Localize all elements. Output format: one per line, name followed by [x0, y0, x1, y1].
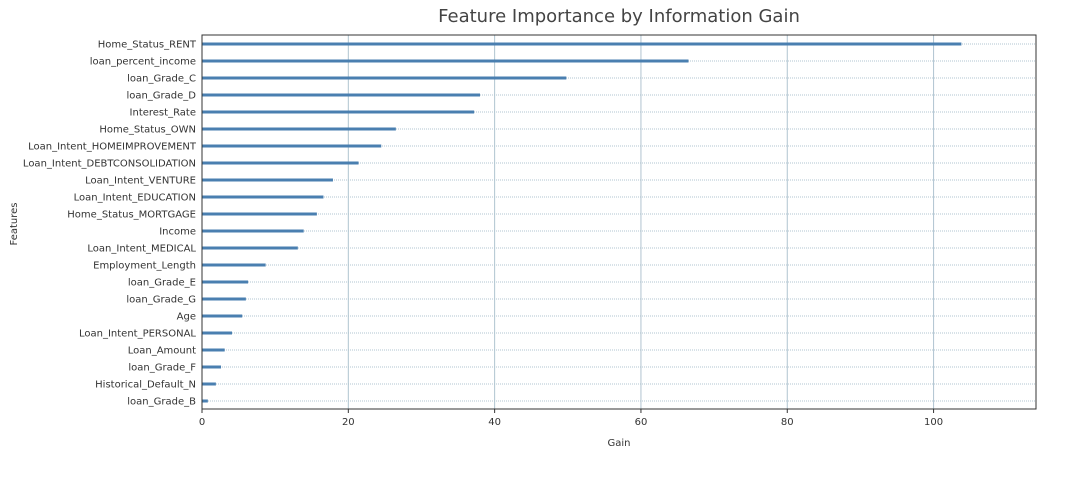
y-tick-label: loan_Grade_F [128, 363, 196, 374]
y-tick-label: Home_Status_MORTGAGE [67, 210, 196, 221]
x-tick-label: 80 [781, 417, 794, 428]
x-tick-label: 60 [635, 417, 648, 428]
bar-loan-grade-b [202, 399, 208, 403]
bar-loan-intent-homeimprovement [202, 144, 382, 148]
y-tick-label: Loan_Amount [128, 346, 196, 357]
y-tick-label: Historical_Default_N [95, 380, 196, 391]
y-tick-label: loan_percent_income [90, 57, 196, 68]
chart-title: Feature Importance by Information Gain [438, 6, 800, 27]
y-tick-labels: Home_Status_RENT loan_percent_income loan_… [23, 40, 197, 408]
y-tick-label: loan_Grade_B [127, 397, 196, 408]
bar-loan-intent-debtconsolidation [202, 161, 359, 165]
y-tick-label: Home_Status_OWN [99, 125, 196, 136]
y-tick-label: loan_Grade_E [128, 278, 196, 289]
grid-lines [201, 35, 1036, 409]
y-tick-label: Loan_Intent_PERSONAL [79, 329, 196, 340]
bar-loan-grade-g [202, 297, 246, 301]
y-axis-label: Features [9, 203, 20, 246]
bar-income [202, 229, 304, 233]
x-tick-label: 40 [488, 417, 501, 428]
bar-loan-intent-venture [202, 178, 333, 182]
y-tick-label: loan_Grade_C [127, 74, 196, 85]
bar-age [202, 314, 243, 318]
bar-loan-grade-d [202, 93, 480, 97]
bar-loan-grade-f [202, 365, 222, 369]
bar-home-status-own [202, 127, 396, 131]
x-tick-label: 100 [924, 417, 943, 428]
bars [202, 42, 962, 403]
y-tick-label: Loan_Intent_VENTURE [85, 176, 196, 187]
bar-loan-intent-education [202, 195, 324, 199]
bar-historical-default-n [202, 382, 216, 386]
bar-loan-intent-medical [202, 246, 298, 250]
bar-loan-grade-c [202, 76, 567, 80]
plot-frame [201, 34, 1037, 410]
bar-employment-length [202, 263, 266, 267]
y-tick-label: Age [177, 312, 196, 323]
bar-interest-rate [202, 110, 475, 114]
bar-loan-grade-e [202, 280, 249, 284]
bar-home-status-mortgage [202, 212, 317, 216]
y-tick-label: Income [159, 227, 196, 238]
bar-loan-intent-personal [202, 331, 232, 335]
bar-loan-amount [202, 348, 225, 352]
y-tick-label: Interest_Rate [130, 108, 196, 119]
x-tick-label: 0 [199, 417, 205, 428]
y-tick-label: loan_Grade_D [126, 91, 196, 102]
y-tick-label: loan_Grade_G [126, 295, 196, 306]
x-tick-label: 20 [342, 417, 355, 428]
y-tick-label: Home_Status_RENT [98, 40, 197, 51]
bar-loan-percent-income [202, 59, 689, 63]
y-tick-label: Loan_Intent_HOMEIMPROVEMENT [28, 142, 197, 153]
y-tick-label: Employment_Length [93, 261, 196, 272]
y-tick-label: Loan_Intent_EDUCATION [74, 193, 196, 204]
bar-home-status-rent [202, 42, 962, 46]
y-tick-label: Loan_Intent_DEBTCONSOLIDATION [23, 159, 196, 170]
y-tick-label: Loan_Intent_MEDICAL [87, 244, 196, 255]
x-axis-label: Gain [608, 438, 631, 449]
x-tick-labels: 0 20 40 60 80 100 [199, 409, 943, 428]
